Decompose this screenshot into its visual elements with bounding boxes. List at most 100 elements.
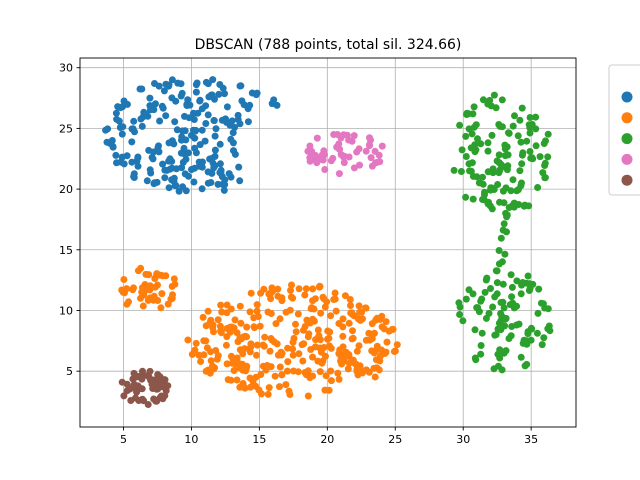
scatter-point	[541, 159, 549, 167]
scatter-point	[118, 130, 126, 138]
scatter-point	[201, 137, 209, 145]
scatter-point	[456, 121, 464, 129]
scatter-point	[538, 341, 546, 349]
scatter-point	[510, 203, 518, 211]
scatter-point	[155, 142, 162, 150]
scatter-point	[353, 347, 361, 355]
scatter-point	[192, 88, 200, 96]
scatter-point	[327, 367, 335, 375]
scatter-point	[302, 285, 310, 293]
scatter-point	[497, 160, 505, 168]
scatter-point	[477, 342, 485, 349]
scatter-point	[182, 155, 190, 163]
scatter-point	[350, 164, 358, 172]
scatter-point	[473, 173, 481, 181]
scatter-point	[207, 179, 215, 186]
scatter-point	[142, 270, 150, 278]
scatter-point	[526, 148, 534, 155]
scatter-point	[160, 87, 168, 95]
scatter-point	[168, 164, 176, 172]
scatter-point	[134, 267, 142, 275]
scatter-point	[465, 286, 473, 294]
scatter-point	[211, 132, 219, 140]
scatter-point	[321, 166, 329, 173]
scatter-point	[192, 149, 200, 157]
scatter-point	[488, 205, 496, 213]
scatter-point	[161, 382, 169, 390]
scatter-point	[151, 80, 158, 87]
scatter-point	[455, 299, 463, 307]
scatter-point	[542, 137, 549, 145]
scatter-point	[230, 147, 237, 155]
scatter-point	[285, 387, 293, 395]
scatter-point	[366, 336, 374, 344]
scatter-point	[544, 325, 552, 333]
scatter-point	[190, 116, 198, 123]
scatter-point	[220, 186, 228, 194]
scatter-point	[202, 337, 210, 345]
scatter-point	[376, 315, 384, 323]
scatter-point	[532, 113, 540, 121]
scatter-point	[337, 134, 345, 142]
scatter-point	[150, 102, 157, 109]
grid	[80, 58, 576, 427]
scatter-point	[167, 295, 175, 303]
scatter-point	[253, 301, 261, 309]
scatter-point	[501, 250, 509, 258]
scatter-point	[365, 329, 373, 337]
chart-title: DBSCAN (788 points, total sil. 324.66)	[195, 37, 462, 53]
scatter-point	[256, 322, 264, 330]
scatter-point	[368, 347, 376, 355]
scatter-point	[270, 96, 278, 104]
scatter-point	[204, 111, 212, 119]
scatter-point	[517, 182, 525, 190]
scatter-point	[238, 97, 246, 105]
scatter-point	[231, 316, 239, 324]
scatter-point	[262, 366, 270, 374]
scatter-point	[321, 303, 329, 311]
scatter-point	[319, 357, 327, 365]
scatter-point	[130, 117, 138, 125]
scatter-point	[494, 362, 502, 370]
scatter-point	[178, 164, 186, 172]
scatter-point	[202, 367, 210, 375]
scatter-point	[519, 339, 527, 347]
scatter-point	[346, 296, 354, 303]
x-tick-label: 20	[320, 433, 334, 446]
scatter-point	[496, 346, 504, 354]
scatter-point	[339, 343, 347, 351]
scatter-point	[203, 344, 211, 352]
scatter-point	[298, 341, 306, 349]
scatter-point	[314, 326, 322, 334]
scatter-point	[216, 140, 224, 148]
scatter-point	[218, 308, 226, 316]
scatter-point	[149, 148, 157, 156]
scatter-point	[146, 294, 154, 302]
scatter-point	[526, 129, 534, 137]
scatter-point	[382, 318, 390, 326]
data-points	[102, 76, 554, 408]
scatter-point	[301, 291, 309, 299]
scatter-point	[204, 80, 212, 88]
scatter-point	[196, 141, 204, 149]
scatter-point	[356, 316, 364, 324]
scatter-point	[204, 307, 212, 315]
scatter-point	[205, 93, 213, 101]
scatter-point	[207, 357, 215, 365]
scatter-point	[339, 332, 347, 340]
scatter-point	[492, 104, 500, 112]
scatter-point	[493, 279, 501, 287]
scatter-point	[290, 367, 297, 375]
scatter-point	[513, 277, 521, 285]
scatter-point	[495, 247, 503, 254]
scatter-point	[149, 385, 157, 392]
scatter-point	[119, 123, 127, 131]
scatter-point	[458, 146, 466, 154]
axis-ticks: 5 10 15 20 25 30 35 5 10 15 20 25 30	[59, 62, 538, 446]
scatter-point	[112, 109, 120, 117]
scatter-point	[260, 285, 268, 293]
scatter-point	[236, 383, 244, 391]
scatter-point	[345, 153, 353, 161]
scatter-point	[209, 321, 217, 329]
scatter-point	[508, 283, 516, 291]
